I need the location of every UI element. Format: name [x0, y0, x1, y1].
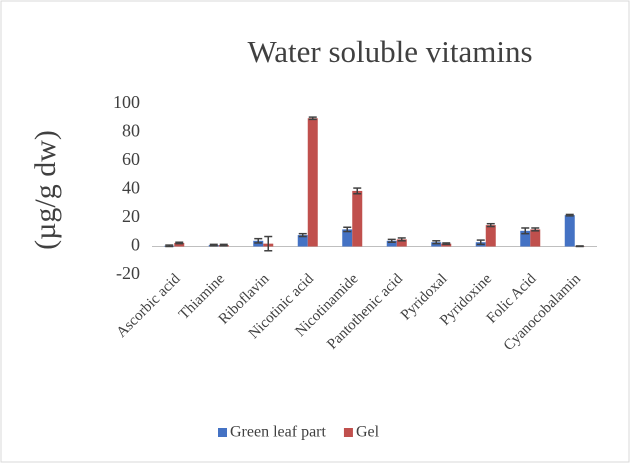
error-bar — [175, 241, 184, 245]
error-bar — [432, 240, 441, 245]
chart-title: Water soluble vitamins — [247, 34, 532, 69]
bar — [564, 215, 575, 247]
error-bar — [298, 232, 307, 238]
error-bar — [397, 237, 406, 242]
y-axis-label: (µg/g dw) — [29, 130, 62, 250]
bar — [174, 242, 185, 247]
legend-label: Gel — [356, 424, 380, 441]
y-tick-label: 80 — [122, 121, 140, 141]
legend-label: Green leaf part — [230, 424, 326, 441]
error-bar — [575, 245, 584, 248]
error-bar — [521, 227, 530, 235]
error-bar — [209, 243, 218, 247]
error-bar — [254, 237, 263, 244]
bar — [297, 235, 308, 247]
bar — [530, 229, 541, 247]
error-bar — [486, 222, 495, 228]
y-tick-label: -20 — [116, 263, 140, 283]
y-tick-label: 0 — [131, 235, 140, 255]
error-bar — [442, 242, 451, 246]
legend-swatch — [343, 428, 353, 437]
error-bar — [308, 116, 317, 121]
y-tick-label: 20 — [122, 206, 140, 226]
y-tick-label: 60 — [122, 149, 140, 169]
bar — [386, 240, 397, 247]
y-tick-label: 100 — [113, 92, 140, 112]
bar — [352, 190, 363, 247]
bar — [485, 225, 496, 247]
error-bar — [531, 227, 540, 232]
error-bar — [264, 235, 273, 252]
bar — [342, 229, 353, 247]
bar — [520, 230, 531, 247]
error-bar — [387, 238, 396, 243]
bar — [307, 118, 318, 247]
error-bar — [476, 239, 485, 246]
error-bar — [219, 243, 228, 247]
y-tick-label: 40 — [122, 178, 140, 198]
legend-swatch — [218, 428, 227, 437]
error-bar — [165, 244, 174, 248]
error-bar — [353, 187, 362, 195]
bar — [396, 239, 407, 247]
error-bar — [343, 226, 352, 233]
error-bar — [565, 213, 574, 217]
